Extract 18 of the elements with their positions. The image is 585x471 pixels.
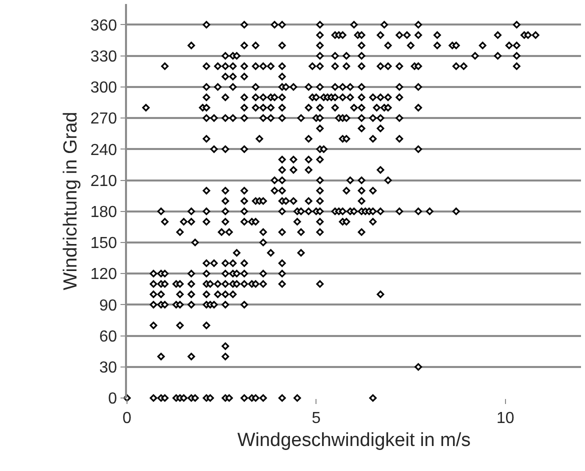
y-tick-label: 90 [99,297,118,314]
x-axis-title: Windgeschwindigkeit in m/s [237,430,471,451]
y-tick-label: 270 [90,110,118,128]
y-tick-label: 330 [90,48,118,66]
y-tick-label: 0 [108,390,118,408]
y-tick-label: 60 [99,328,118,346]
y-tick-label: 300 [90,80,118,97]
y-axis-title: Windrichtung in Grad [60,112,82,290]
y-tick-label: 210 [90,172,118,190]
y-tick-label: 240 [90,142,118,159]
x-tick-label: 5 [312,410,321,428]
y-tick-label: 120 [90,266,118,284]
y-tick-label: 30 [99,359,118,376]
y-tick-label: 180 [90,204,118,221]
x-tick-label: 10 [496,410,514,428]
y-tick-label: 360 [90,17,118,34]
y-tick-label: 150 [90,235,118,252]
x-tick-label: 0 [122,410,132,428]
